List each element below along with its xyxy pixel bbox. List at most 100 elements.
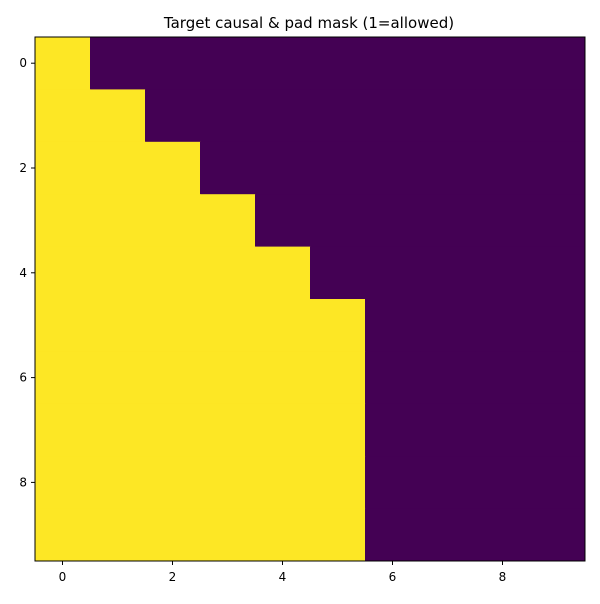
heatmap-cell (35, 141, 91, 195)
heatmap-cell (420, 141, 476, 195)
heatmap-cell (310, 246, 366, 300)
heatmap-cell (475, 299, 531, 352)
heatmap-cell (200, 194, 256, 248)
heatmap-cell (200, 456, 256, 510)
heatmap-cell (145, 299, 201, 352)
heatmap-cell (475, 194, 531, 248)
heatmap-cell (90, 246, 146, 300)
heatmap-cell (310, 194, 366, 248)
heatmap-cell (420, 456, 476, 510)
heatmap-cell (530, 141, 586, 195)
heatmap-cell (420, 351, 476, 405)
heatmap-cell (365, 141, 421, 195)
heatmap-cell (310, 37, 366, 90)
heatmap-cell (145, 37, 201, 90)
heatmap-cell (365, 403, 421, 457)
x-tick-label: 4 (279, 570, 287, 584)
heatmap-cell (365, 89, 421, 143)
heatmap-cells (35, 37, 586, 562)
y-tick-label: 0 (19, 56, 27, 70)
heatmap-cell (530, 508, 586, 562)
heatmap-cell (530, 37, 586, 90)
heatmap-cell (365, 299, 421, 352)
heatmap-cell (475, 89, 531, 143)
heatmap-cell (200, 246, 256, 300)
heatmap-cell (90, 89, 146, 143)
heatmap-cell (530, 299, 586, 352)
heatmap-cell (530, 89, 586, 143)
heatmap-cell (310, 89, 366, 143)
heatmap-cell (255, 89, 311, 143)
heatmap-cell (200, 508, 256, 562)
heatmap-cell (145, 508, 201, 562)
heatmap-cell (90, 403, 146, 457)
heatmap-cell (35, 508, 91, 562)
heatmap-cell (530, 194, 586, 248)
heatmap-cell (475, 456, 531, 510)
heatmap-cell (475, 141, 531, 195)
heatmap-cell (420, 299, 476, 352)
heatmap-cell (365, 351, 421, 405)
heatmap-cell (145, 403, 201, 457)
heatmap-cell (255, 299, 311, 352)
heatmap-cell (365, 246, 421, 300)
heatmap-cell (35, 89, 91, 143)
heatmap-cell (35, 456, 91, 510)
y-axis: 0 2 4 6 8 (19, 56, 35, 489)
x-axis: 0 2 4 6 8 (59, 561, 507, 584)
heatmap-cell (420, 403, 476, 457)
heatmap-cell (255, 456, 311, 510)
heatmap-cell (255, 194, 311, 248)
heatmap-cell (145, 89, 201, 143)
heatmap-cell (145, 246, 201, 300)
heatmap-cell (90, 351, 146, 405)
heatmap-cell (90, 299, 146, 352)
heatmap-cell (420, 246, 476, 300)
heatmap-cell (310, 508, 366, 562)
heatmap-cell (90, 37, 146, 90)
heatmap-cell (310, 456, 366, 510)
heatmap-cell (90, 194, 146, 248)
heatmap-cell (475, 508, 531, 562)
heatmap-cell (255, 351, 311, 405)
y-tick-label: 4 (19, 266, 27, 280)
heatmap-cell (200, 351, 256, 405)
heatmap-cell (255, 141, 311, 195)
heatmap-cell (35, 37, 91, 90)
x-tick-label: 8 (499, 570, 507, 584)
heatmap-cell (255, 246, 311, 300)
heatmap-cell (200, 89, 256, 143)
heatmap-cell (310, 141, 366, 195)
heatmap-cell (310, 351, 366, 405)
heatmap-cell (365, 456, 421, 510)
y-tick-label: 8 (19, 475, 27, 489)
y-tick-label: 2 (19, 161, 27, 175)
heatmap-cell (90, 508, 146, 562)
heatmap-cell (365, 508, 421, 562)
heatmap-cell (145, 194, 201, 248)
x-tick-label: 6 (389, 570, 397, 584)
heatmap-cell (420, 89, 476, 143)
y-tick-label: 6 (19, 371, 27, 385)
heatmap-cell (35, 351, 91, 405)
heatmap-cell (35, 246, 91, 300)
heatmap-cell (200, 37, 256, 90)
chart-title: Target causal & pad mask (1=allowed) (163, 14, 454, 32)
heatmap-cell (35, 403, 91, 457)
heatmap-cell (90, 456, 146, 510)
heatmap-cell (35, 299, 91, 352)
heatmap-cell (530, 246, 586, 300)
heatmap-cell (530, 351, 586, 405)
heatmap-cell (310, 403, 366, 457)
heatmap-cell (200, 403, 256, 457)
heatmap-cell (475, 37, 531, 90)
heatmap-cell (420, 37, 476, 90)
heatmap-cell (145, 351, 201, 405)
heatmap-cell (310, 299, 366, 352)
heatmap-cell (200, 299, 256, 352)
heatmap-cell (255, 508, 311, 562)
heatmap-cell (35, 194, 91, 248)
heatmap-cell (255, 37, 311, 90)
